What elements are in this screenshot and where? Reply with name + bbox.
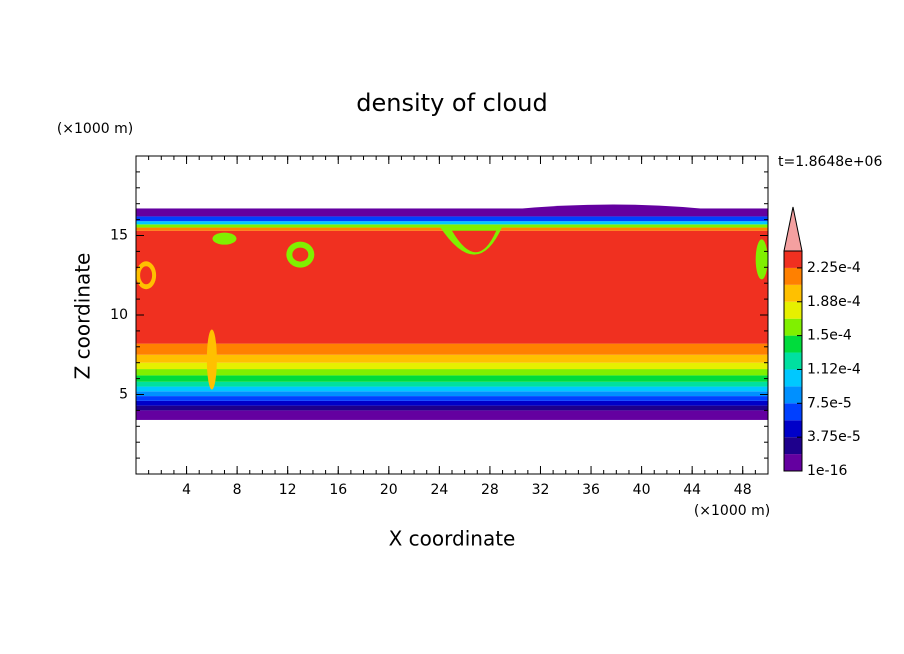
- x-tick-label: 36: [582, 482, 600, 498]
- contour-band: [136, 369, 768, 376]
- y-axis-label: Z coordinate: [71, 253, 95, 380]
- colorbar-tick-label: 2.25e-4: [807, 260, 861, 276]
- colorbar-band: [784, 352, 802, 370]
- contour-dip: [452, 230, 497, 253]
- x-tick-label: 12: [279, 482, 297, 498]
- contour-band: [136, 230, 768, 344]
- colorbar-band: [784, 335, 802, 353]
- colorbar-tick-label: 3.75e-5: [807, 429, 861, 445]
- y-tick-label: 10: [110, 307, 128, 323]
- colorbar-tick-label: 1.12e-4: [807, 361, 861, 377]
- colorbar-tick-label: 1e-16: [807, 463, 847, 479]
- colorbar-tick-label: 1.5e-4: [807, 328, 852, 344]
- x-tick-label: 16: [329, 482, 347, 498]
- x-tick-label: 28: [481, 482, 499, 498]
- contour-band: [136, 391, 768, 397]
- colorbar-frame: [783, 250, 803, 472]
- x-tick-label: 8: [233, 482, 242, 498]
- contour-band: [136, 410, 768, 420]
- x-tick-label: 40: [633, 482, 651, 498]
- colorbar-band: [784, 386, 802, 404]
- contour-blob: [755, 239, 768, 280]
- contour-band: [136, 208, 768, 217]
- contour-eddy: [212, 232, 237, 245]
- x-tick-label: 44: [683, 482, 701, 498]
- contour-band: [136, 354, 768, 363]
- contour-band: [136, 381, 768, 387]
- colorbar-band: [784, 454, 802, 471]
- y-tick-label: 5: [119, 387, 128, 403]
- colorbar-band: [784, 284, 802, 302]
- contour-band: [136, 396, 768, 401]
- contour-field: [136, 204, 768, 420]
- contour-band: [136, 386, 768, 392]
- colorbar-band: [784, 301, 802, 319]
- x-unit: (×1000 m): [694, 503, 770, 519]
- y-tick-label: 15: [110, 228, 128, 244]
- contour-band: [136, 375, 768, 382]
- contour-band: [136, 216, 768, 222]
- x-tick-label: 20: [380, 482, 398, 498]
- x-tick-label: 48: [734, 482, 752, 498]
- contour-band: [136, 224, 768, 228]
- colorbar-extension: [783, 206, 803, 252]
- contour-plume: [206, 329, 217, 390]
- colorbar-band: [784, 403, 802, 421]
- colorbar-tick-label: 7.5e-5: [807, 395, 852, 411]
- colorbar-band: [784, 251, 802, 268]
- contour-band: [136, 400, 768, 406]
- time-label: t=1.8648e+06: [778, 154, 882, 170]
- contour-bump: [489, 204, 731, 212]
- contour-band: [136, 362, 768, 370]
- x-tick-label: 32: [532, 482, 550, 498]
- colorbar-band: [784, 267, 802, 285]
- chart-title: density of cloud: [356, 89, 547, 117]
- y-unit: (×1000 m): [57, 121, 133, 137]
- contour-band: [136, 343, 768, 355]
- contour-blob: [140, 266, 153, 285]
- x-tick-label: 4: [182, 482, 191, 498]
- x-tick-label: 24: [430, 482, 448, 498]
- colorbar-tick-label: 1.88e-4: [807, 294, 861, 310]
- colorbar-band: [784, 369, 802, 387]
- contour-eddy: [292, 247, 309, 262]
- colorbar-band: [784, 437, 802, 455]
- contour-band: [136, 405, 768, 411]
- colorbar-band: [784, 318, 802, 336]
- colorbar-band: [784, 420, 802, 438]
- contour-band: [136, 221, 768, 225]
- x-axis-label: X coordinate: [389, 527, 516, 551]
